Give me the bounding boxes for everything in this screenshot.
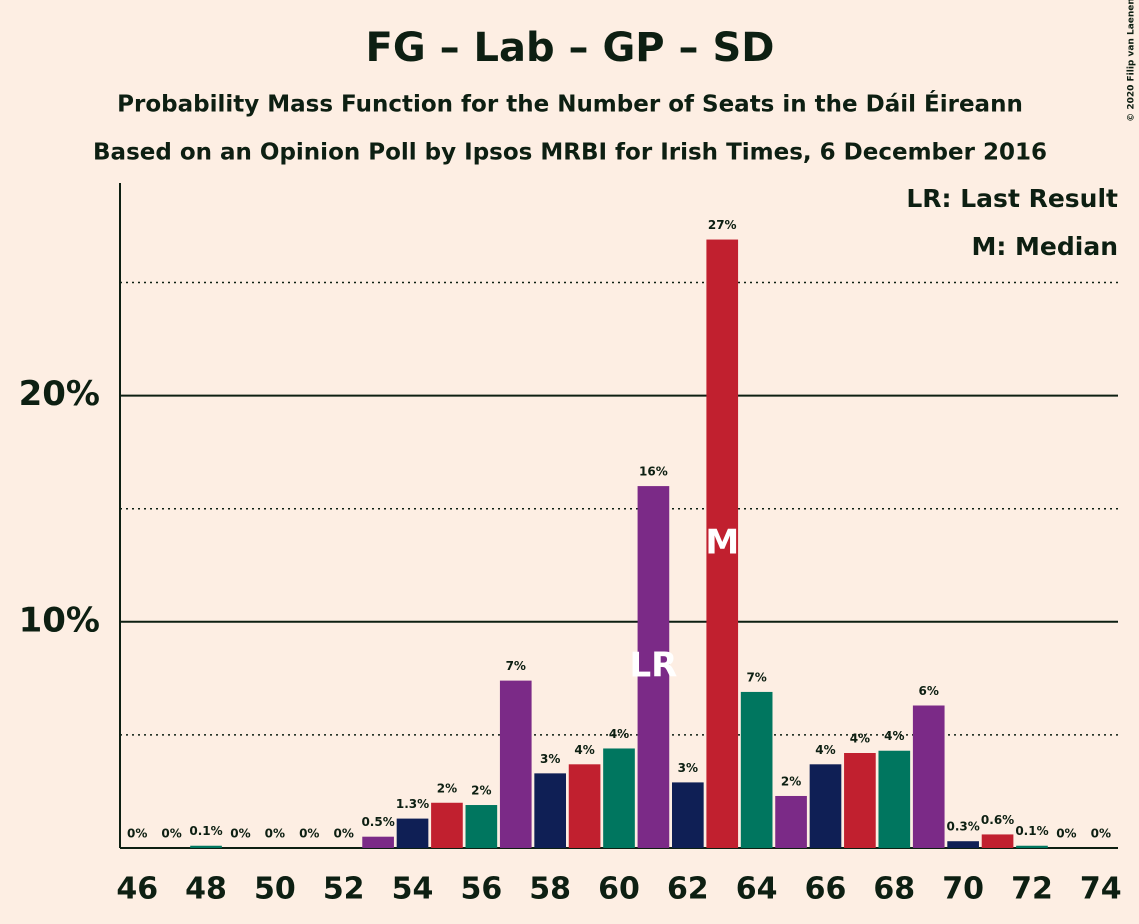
value-label: 0% — [299, 827, 319, 841]
bar — [1016, 845, 1048, 848]
value-label: 0% — [127, 827, 147, 841]
x-tick-label: 60 — [598, 872, 640, 907]
y-tick-label: 10% — [19, 600, 100, 640]
value-label: 2% — [781, 774, 801, 788]
bar-marker: LR — [629, 646, 677, 686]
bar — [740, 691, 773, 848]
value-label: 16% — [639, 465, 668, 479]
bar — [809, 764, 842, 848]
copyright: © 2020 Filip van Laenen — [1127, 0, 1137, 122]
value-label: 4% — [609, 727, 629, 741]
value-label: 0% — [230, 827, 250, 841]
value-label: 3% — [540, 752, 560, 766]
bar — [499, 680, 532, 848]
value-label: 0.1% — [189, 824, 222, 838]
bar-marker: M — [705, 522, 739, 562]
value-label: 0.6% — [981, 813, 1014, 827]
bar — [431, 802, 463, 848]
value-label: 2% — [437, 781, 457, 795]
bar — [362, 836, 394, 848]
bar — [947, 841, 979, 848]
value-label: 27% — [708, 218, 737, 232]
value-label: 0% — [334, 827, 354, 841]
y-tick-label: 20% — [19, 374, 100, 414]
x-tick-label: 58 — [529, 872, 571, 907]
value-label: 0% — [265, 827, 285, 841]
value-label: 2% — [471, 784, 491, 798]
chart-subtitle: Probability Mass Function for the Number… — [117, 90, 1023, 118]
value-label: 4% — [884, 729, 904, 743]
x-tick-label: 62 — [667, 872, 709, 907]
x-tick-label: 50 — [254, 872, 296, 907]
value-label: 0% — [161, 827, 181, 841]
x-tick-label: 68 — [873, 872, 915, 907]
bar — [465, 805, 498, 848]
value-label: 4% — [850, 732, 870, 746]
x-tick-label: 46 — [116, 872, 158, 907]
bar — [396, 818, 429, 848]
value-label: 6% — [919, 684, 939, 698]
chart-subtitle: Based on an Opinion Poll by Ipsos MRBI f… — [93, 140, 1047, 166]
legend-entry: M: Median — [971, 232, 1118, 261]
bar — [637, 486, 670, 848]
bar — [844, 753, 876, 848]
value-label: 3% — [678, 761, 698, 775]
bar — [568, 764, 601, 848]
bar — [671, 782, 704, 848]
x-tick-label: 48 — [185, 872, 227, 907]
x-tick-label: 66 — [805, 872, 847, 907]
bar — [775, 795, 807, 848]
chart-title: FG – Lab – GP – SD — [366, 25, 775, 71]
value-label: 7% — [506, 659, 526, 673]
x-tick-label: 64 — [736, 872, 778, 907]
value-label: 0.1% — [1015, 824, 1048, 838]
value-label: 0.3% — [946, 820, 979, 834]
bar — [912, 705, 945, 848]
x-tick-label: 56 — [460, 872, 502, 907]
value-label: 0% — [1091, 827, 1111, 841]
bar — [981, 834, 1014, 848]
value-label: 0.5% — [361, 815, 394, 829]
bar — [603, 748, 635, 848]
value-label: 4% — [815, 743, 835, 757]
x-tick-label: 70 — [942, 872, 984, 907]
bar — [190, 845, 222, 848]
x-tick-label: 52 — [323, 872, 365, 907]
value-label: 4% — [574, 743, 594, 757]
legend-entry: LR: Last Result — [906, 184, 1118, 213]
value-label: 7% — [746, 670, 766, 684]
bar — [534, 773, 567, 848]
value-label: 0% — [1056, 827, 1076, 841]
x-tick-label: 54 — [392, 872, 434, 907]
x-tick-label: 72 — [1011, 872, 1053, 907]
x-tick-label: 74 — [1080, 872, 1122, 907]
bar — [706, 239, 739, 849]
value-label: 1.3% — [396, 797, 429, 811]
bar — [878, 750, 911, 848]
